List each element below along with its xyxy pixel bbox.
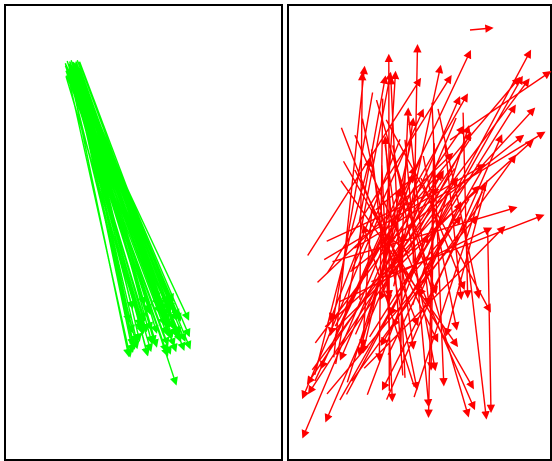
red-arrow xyxy=(386,76,406,378)
red-arrow xyxy=(361,118,420,391)
red-arrow xyxy=(418,213,456,298)
red-arrow xyxy=(339,75,523,401)
red-arrow xyxy=(389,190,450,317)
green-arrow xyxy=(73,63,180,319)
red-arrow xyxy=(324,161,439,423)
red-arrow xyxy=(340,127,419,327)
red-arrow xyxy=(486,231,496,414)
red-arrow xyxy=(444,145,465,301)
red-arrow xyxy=(301,159,421,439)
red-arrow-group xyxy=(301,24,552,439)
green-arrow xyxy=(64,63,133,358)
green-arrow xyxy=(69,61,178,386)
red-arrow xyxy=(391,170,444,261)
red-arrow xyxy=(320,234,384,370)
red-arrow xyxy=(392,145,439,372)
red-arrow xyxy=(301,211,382,400)
red-arrow xyxy=(340,180,459,348)
red-arrow xyxy=(449,71,552,141)
red-arrow xyxy=(396,167,438,295)
red-arrow xyxy=(358,208,373,348)
red-arrow xyxy=(307,77,422,256)
red-arrow xyxy=(328,139,401,322)
red-arrow xyxy=(307,168,456,395)
green-arrow-group xyxy=(64,59,192,386)
red-arrow xyxy=(463,223,490,420)
red-arrow xyxy=(333,65,368,358)
red-arrow xyxy=(375,98,384,362)
red-arrow xyxy=(437,108,482,299)
red-arrow xyxy=(342,160,474,390)
red-arrow xyxy=(327,185,481,337)
green-arrow xyxy=(75,63,170,322)
red-arrow xyxy=(398,232,408,356)
green-arrow xyxy=(74,72,136,353)
red-arrow xyxy=(422,155,460,331)
red-arrow xyxy=(375,99,471,418)
red-arrow xyxy=(354,169,439,343)
red-arrow xyxy=(469,24,494,33)
red-arrow xyxy=(306,137,472,385)
red-arrow xyxy=(407,115,433,307)
red-arrow xyxy=(404,139,433,408)
red-arrow xyxy=(399,107,536,257)
red-arrow xyxy=(369,104,516,338)
green-arrow xyxy=(78,67,180,339)
